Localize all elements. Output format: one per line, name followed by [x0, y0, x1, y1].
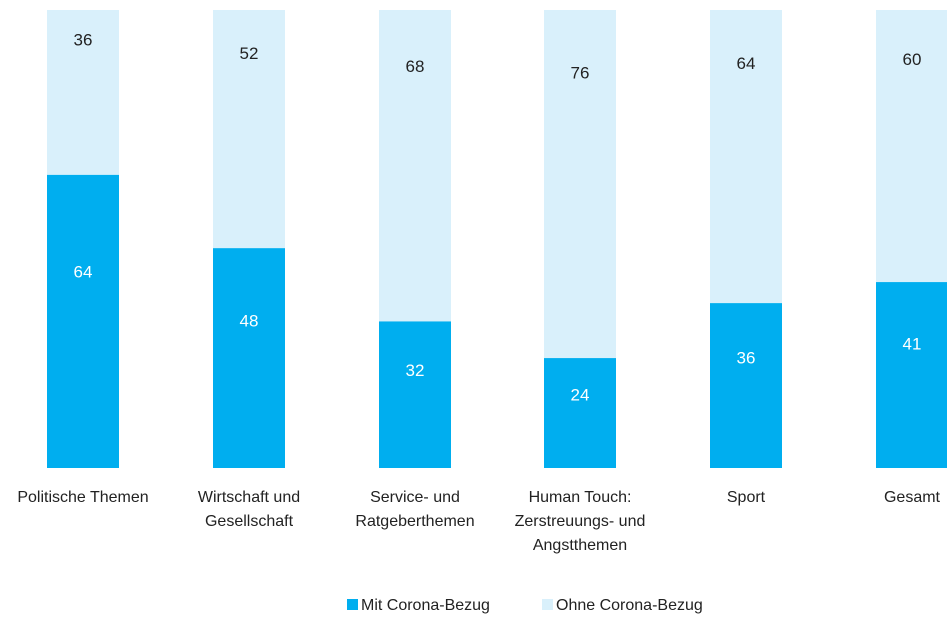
category-labels: Politische Themen Wirtschaft und Gesellsch… [17, 489, 940, 554]
legend-label: Ohne Corona-Bezug [556, 597, 703, 614]
category-label: Wirtschaft und Gesellschaft [198, 489, 300, 530]
legend-swatch [542, 599, 553, 610]
bar-segment-ohne-corona [379, 10, 451, 322]
bar-segment-ohne-corona [876, 10, 947, 283]
bar-value-label: 60 [903, 50, 922, 69]
bar-value-label: 68 [406, 57, 425, 76]
bar-value-label: 52 [240, 44, 259, 63]
bar-segment-mit-corona [710, 303, 782, 468]
bar-segment-ohne-corona [47, 10, 119, 175]
bar-segment-mit-corona [213, 248, 285, 468]
bar-value-label: 24 [571, 385, 590, 404]
legend-swatch [347, 599, 358, 610]
bar-value-label: 36 [737, 349, 756, 368]
bar-segment-ohne-corona [213, 10, 285, 249]
bar-value-label: 76 [571, 64, 590, 83]
bar-segment-mit-corona [47, 174, 119, 468]
category-label: Service- und Ratgeberthemen [355, 489, 474, 530]
category-label: Gesamt [884, 489, 941, 506]
bar-segment-mit-corona [379, 321, 451, 468]
legend: Mit Corona-Bezug Ohne Corona-Bezug [347, 597, 703, 614]
bar-value-label: 32 [406, 361, 425, 380]
category-label: Sport [727, 489, 766, 506]
bar-value-label: 48 [240, 312, 259, 331]
bar-value-label: 36 [74, 31, 93, 50]
bar-value-label: 64 [74, 263, 93, 282]
bar-value-label: 64 [737, 54, 756, 73]
category-label: Politische Themen [17, 489, 148, 506]
bar-segment-mit-corona [544, 358, 616, 468]
bars-group [47, 10, 947, 468]
bar-value-labels: 36 64 52 48 68 32 76 24 64 36 60 41 [74, 31, 922, 405]
bar-segment-ohne-corona [710, 10, 782, 304]
bar-segment-ohne-corona [544, 10, 616, 359]
category-label: Human Touch: Zerstreuungs- und Angstthemen [515, 489, 646, 554]
legend-label: Mit Corona-Bezug [361, 597, 490, 614]
bar-segment-mit-corona [876, 282, 947, 468]
bar-value-label: 41 [903, 334, 922, 353]
